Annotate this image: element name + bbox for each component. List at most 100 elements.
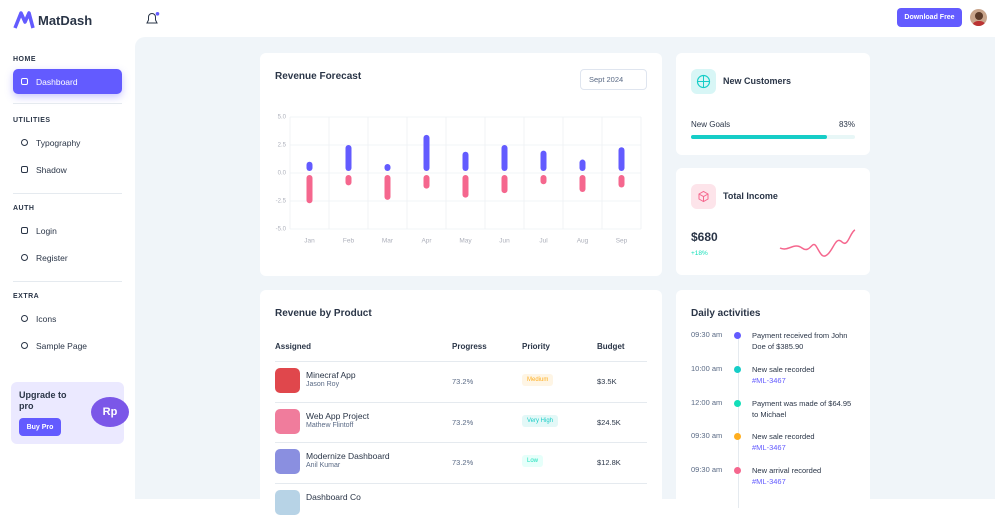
goal-label: New Goals: [691, 120, 731, 129]
priority-badge: Very High: [522, 414, 559, 427]
row-divider: [275, 442, 647, 443]
activity-time: 09:30 am: [691, 330, 723, 339]
activity-link[interactable]: #ML-3467: [752, 375, 786, 385]
activity-dot: [734, 467, 741, 475]
activity-text-box: New sale recorded #ML-3467: [752, 364, 857, 386]
product-name: Dashboard Co: [306, 491, 361, 502]
activities-card: Daily activities 09:30 am Payment receive…: [676, 290, 870, 508]
column-header: Progress: [452, 342, 487, 351]
activity-time: 10:00 am: [691, 363, 723, 373]
priority-badge: Medium: [522, 374, 554, 386]
nav-item[interactable]: Shadow: [13, 157, 122, 182]
bar: [345, 175, 352, 186]
nav-label: Typography: [36, 137, 81, 148]
x-tick-label: Feb: [343, 238, 355, 245]
customers-card: New Customers New Goals 83%: [676, 53, 870, 155]
bar: [423, 134, 430, 171]
download-button[interactable]: Download Free: [897, 8, 962, 27]
activity-text: Payment received from John Doe of $385.9…: [752, 331, 848, 351]
person: Jason Roy: [306, 381, 340, 388]
activity-text-box: Payment was made of $64.95 to Michael: [752, 398, 857, 420]
nav-label: Register: [36, 252, 68, 263]
person: Mathew Flintoff: [306, 421, 354, 429]
bar: [579, 159, 586, 171]
card-title: Revenue by Product: [275, 308, 372, 319]
section-title: EXTRA: [13, 293, 40, 300]
product-name: Web App Project: [306, 410, 370, 421]
progress: 73.2%: [452, 377, 474, 386]
income-card: Total Income $680 +18%: [676, 168, 870, 275]
bar: [384, 175, 391, 200]
bar: [579, 175, 586, 193]
priority-badge: Low: [522, 455, 544, 467]
thumbnail: [275, 368, 300, 393]
x-tick-label: Jun: [499, 238, 510, 245]
product-name: Modernize Dashboard: [306, 451, 390, 461]
x-tick-label: Aug: [577, 238, 589, 245]
activity-dot: [734, 332, 741, 339]
bar: [306, 175, 313, 204]
thumbnail: [275, 449, 300, 474]
period-select[interactable]: Sept 2024: [580, 69, 647, 90]
progress: 73.2%: [452, 458, 474, 467]
divider: [13, 103, 122, 104]
y-tick-label: 5.0: [278, 115, 287, 121]
product-name: Minecraf App: [306, 370, 356, 380]
avatar[interactable]: [970, 9, 987, 26]
goal-value: 83%: [838, 120, 855, 129]
income-change: +18%: [691, 250, 708, 257]
icon: [691, 184, 716, 209]
divider: [13, 193, 122, 194]
icon: [691, 69, 716, 94]
section-title: HOME: [13, 56, 36, 63]
brand: MatDash: [38, 13, 93, 28]
upgrade-title: Upgrade to pro: [19, 390, 67, 411]
activity-dot: [734, 365, 741, 373]
upgrade-badge: Rp: [91, 397, 129, 427]
x-tick-label: Apr: [421, 238, 432, 245]
card-title: New Customers: [723, 76, 792, 86]
activity-link[interactable]: #ML-3467: [752, 477, 786, 487]
budget: $3.5K: [597, 377, 617, 386]
activity-text: New arrival recorded: [752, 466, 822, 476]
row-divider: [275, 482, 647, 484]
nav-label: Shadow: [36, 164, 67, 175]
nav-label: Sample Page: [36, 340, 88, 351]
nav-item[interactable]: Sample Page: [13, 333, 122, 358]
bar: [462, 175, 469, 198]
nav-item[interactable]: Dashboard: [13, 69, 122, 94]
nav-item[interactable]: Icons: [13, 306, 122, 331]
chart: 5.0 2.5 0.0 -2.5 -5.0 Jan Feb Mar Apr May Jun Jul Au…: [276, 115, 642, 245]
activity-link[interactable]: #ML-3467: [752, 443, 786, 453]
divider: [13, 281, 122, 282]
activity-text-box: New sale recorded #ML-3467: [752, 431, 857, 453]
progress-track: [691, 135, 855, 139]
card-title: Daily activities: [691, 308, 761, 319]
logo[interactable]: [13, 10, 35, 30]
bar: [306, 161, 313, 171]
buy-button[interactable]: Buy Pro: [19, 418, 61, 436]
activity-time: 12:00 am: [691, 397, 723, 407]
y-tick-label: -5.0: [276, 227, 287, 233]
sparkline: [779, 229, 856, 257]
budget: $12.8K: [597, 458, 621, 467]
x-tick-label: Jan: [304, 238, 315, 245]
y-tick-label: 2.5: [278, 143, 287, 149]
card-title: Total Income: [723, 191, 778, 201]
activity-dot: [734, 433, 741, 441]
bell[interactable]: [145, 12, 161, 31]
page: MatDash Download Free HOME Dashboard UTI…: [11, 8, 995, 515]
bar: [384, 164, 391, 171]
y-tick-label: -2.5: [276, 199, 287, 205]
y-tick-label: 0.0: [278, 171, 287, 177]
thumbnail: [275, 489, 300, 515]
nav-item[interactable]: Register: [13, 245, 122, 270]
nav-label: Dashboard: [36, 76, 78, 87]
nav-item[interactable]: Typography: [13, 130, 122, 155]
x-tick-label: May: [459, 238, 472, 245]
product-card: Revenue by Product Assigned Progress Pri…: [260, 290, 662, 515]
bar: [462, 151, 469, 171]
nav-item[interactable]: Login: [13, 218, 122, 243]
upgrade-card: Upgrade to pro Buy Pro Rp: [11, 382, 129, 444]
x-tick-label: Mar: [382, 238, 394, 245]
